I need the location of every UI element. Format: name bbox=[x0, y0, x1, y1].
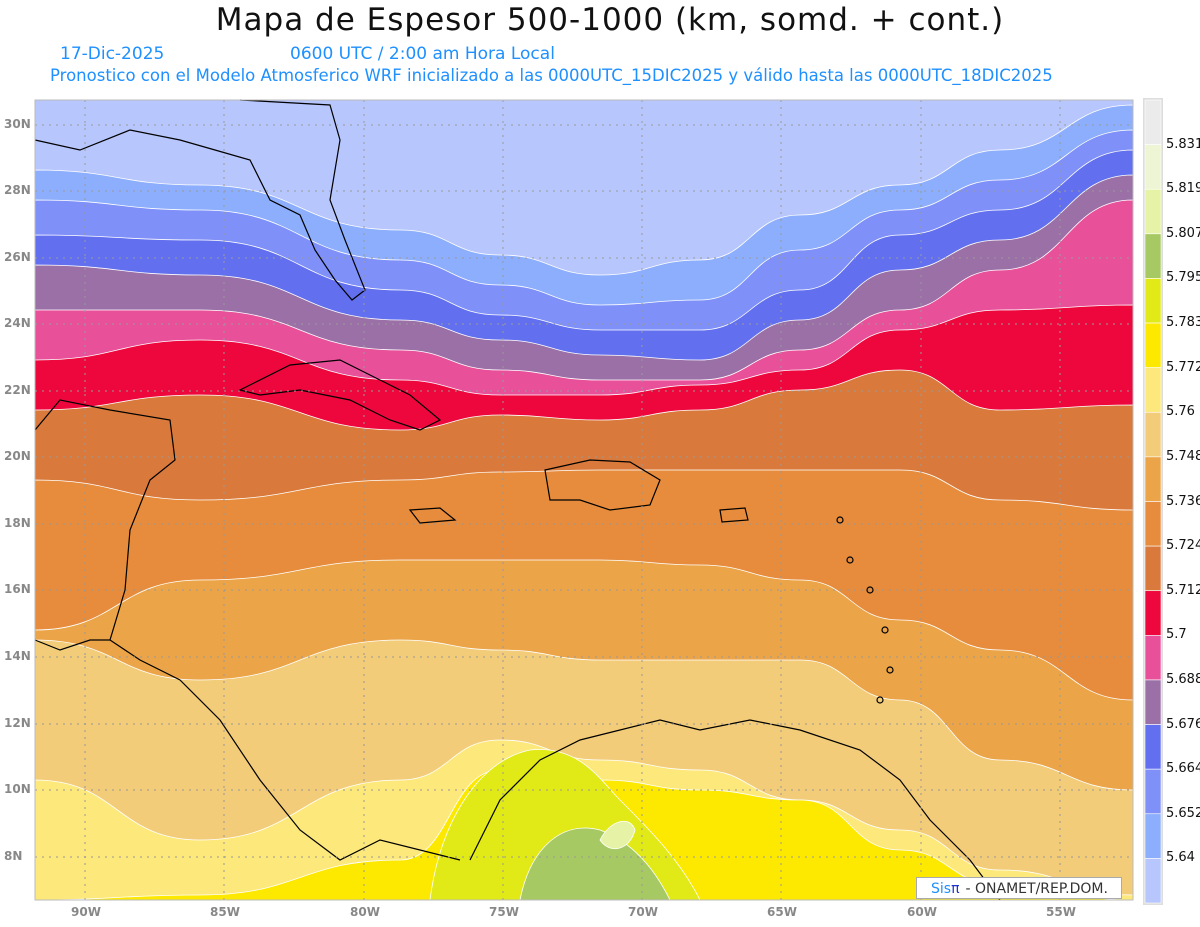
colorbar-swatch bbox=[1144, 679, 1162, 725]
coastline bbox=[34, 399, 461, 861]
colorbar-swatch bbox=[1144, 813, 1162, 859]
colorbar-swatch bbox=[1144, 635, 1162, 681]
logo-pi: π bbox=[951, 881, 960, 897]
colorbar-label: 5.748 bbox=[1166, 448, 1200, 464]
forecast-date: 17-Dic-2025 bbox=[60, 44, 165, 64]
colorbar-label: 5.712 bbox=[1166, 582, 1200, 598]
colorbar-swatch bbox=[1144, 590, 1162, 636]
colorbar-swatch bbox=[1144, 322, 1162, 368]
colorbar-swatch bbox=[1144, 144, 1162, 190]
thickness-bands bbox=[34, 100, 1134, 901]
colorbar-label: 5.783 bbox=[1166, 315, 1200, 331]
coastline bbox=[469, 719, 1001, 901]
lon-label: 75W bbox=[489, 905, 519, 919]
lon-label: 70W bbox=[628, 905, 658, 919]
credit-logo: Sisπ - ONAMET/REP.DOM. bbox=[916, 877, 1122, 899]
colorbar-label: 5.664 bbox=[1166, 761, 1200, 777]
island bbox=[866, 586, 874, 594]
colorbar-swatch bbox=[1144, 367, 1162, 413]
lat-label: 14N bbox=[4, 649, 31, 663]
lat-label: 20N bbox=[4, 449, 31, 463]
colorbar-label: 5.772 bbox=[1166, 359, 1200, 375]
coastline bbox=[34, 639, 110, 651]
colorbar-swatch bbox=[1144, 768, 1162, 815]
colorbar-swatch bbox=[1144, 411, 1162, 458]
colorbar-label: 5.652 bbox=[1166, 805, 1200, 821]
coastline bbox=[238, 359, 442, 431]
colorbar-swatch bbox=[1144, 278, 1162, 324]
colorbar-label: 5.819 bbox=[1166, 181, 1200, 197]
lat-label: 28N bbox=[4, 183, 31, 197]
lat-label: 16N bbox=[4, 582, 31, 596]
colorbar-swatch bbox=[1144, 233, 1162, 279]
colorbar-swatch bbox=[1144, 188, 1162, 235]
colorbar-label: 5.676 bbox=[1166, 716, 1200, 732]
island bbox=[876, 696, 884, 704]
colorbar-label: 5.736 bbox=[1166, 493, 1200, 509]
colorbar-label: 5.688 bbox=[1166, 671, 1200, 687]
coastline bbox=[408, 507, 457, 524]
island bbox=[886, 666, 894, 674]
credit-text: - ONAMET/REP.DOM. bbox=[965, 881, 1108, 897]
forecast-time: 0600 UTC / 2:00 am Hora Local bbox=[290, 44, 555, 64]
colorbar bbox=[1143, 98, 1163, 905]
map-title: Mapa de Espesor 500-1000 (km, somd. + co… bbox=[215, 2, 1005, 38]
coastline bbox=[34, 99, 366, 301]
colorbar-swatch bbox=[1144, 456, 1162, 502]
island bbox=[846, 556, 854, 564]
colorbar-label: 5.724 bbox=[1166, 538, 1200, 554]
colorbar-swatch bbox=[1144, 501, 1162, 547]
colorbar-label: 5.831 bbox=[1166, 136, 1200, 152]
lat-label: 22N bbox=[4, 383, 31, 397]
colorbar-swatch bbox=[1144, 724, 1162, 770]
lon-label: 60W bbox=[907, 905, 937, 919]
lon-label: 65W bbox=[767, 905, 797, 919]
colorbar-label: 5.7 bbox=[1166, 627, 1187, 643]
colorbar-swatch bbox=[1144, 545, 1162, 592]
coastline bbox=[719, 507, 749, 523]
lat-label: 24N bbox=[4, 316, 31, 330]
band bbox=[519, 827, 671, 901]
lon-label: 90W bbox=[71, 905, 101, 919]
coastlines bbox=[34, 99, 1001, 901]
lon-label: 85W bbox=[210, 905, 240, 919]
lat-label: 26N bbox=[4, 250, 31, 264]
coastline bbox=[544, 459, 661, 511]
lat-label: 12N bbox=[4, 716, 31, 730]
colorbar-label: 5.76 bbox=[1166, 404, 1195, 420]
logo-sis: Sis bbox=[931, 881, 952, 897]
colorbar-label: 5.795 bbox=[1166, 270, 1200, 286]
colorbar-label: 5.64 bbox=[1166, 850, 1195, 866]
lon-label: 55W bbox=[1046, 905, 1076, 919]
lon-label: 80W bbox=[350, 905, 380, 919]
lat-label: 30N bbox=[4, 117, 31, 131]
band bbox=[599, 820, 636, 850]
forecast-description: Pronostico con el Modelo Atmosferico WRF… bbox=[50, 66, 1053, 85]
lat-label: 18N bbox=[4, 516, 31, 530]
map-frame bbox=[34, 99, 1134, 901]
lat-label: 10N bbox=[4, 782, 31, 796]
grid-lines bbox=[34, 99, 1134, 901]
colorbar-label: 5.807 bbox=[1166, 225, 1200, 241]
colorbar-swatch bbox=[1144, 858, 1162, 904]
island bbox=[836, 516, 844, 524]
island bbox=[881, 626, 889, 634]
colorbar-swatch bbox=[1144, 99, 1162, 145]
lat-label: 8N bbox=[4, 849, 23, 863]
